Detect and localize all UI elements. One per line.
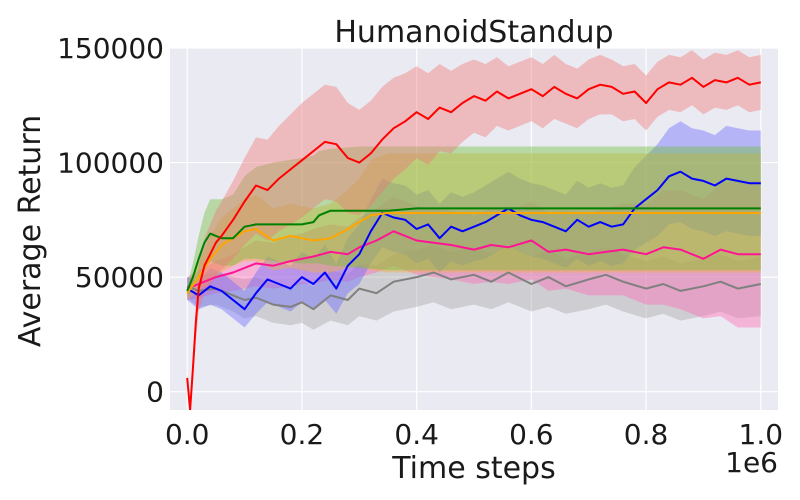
y-tick-labels: 0 50000 100000 150000: [57, 32, 164, 409]
series-line-4: [186, 212, 761, 294]
series-lines: [186, 76, 761, 410]
x-tick-labels: 0.0 0.2 0.4 0.6 0.8 1.0: [165, 418, 783, 451]
chart-title: HumanoidStandup: [334, 15, 613, 50]
x-tick-label: 1.0: [739, 418, 784, 451]
y-tick-label: 150000: [57, 32, 164, 65]
x-axis-label: Time steps: [391, 451, 555, 486]
y-axis-label: Average Return: [13, 115, 48, 347]
x-tick-label: 0.2: [280, 418, 325, 451]
series-band-1: [187, 245, 761, 330]
series-line-2: [186, 230, 761, 290]
x-tick-label: 0.8: [624, 418, 669, 451]
y-tick-label: 100000: [57, 147, 164, 180]
y-tick-label: 0: [146, 376, 164, 409]
series-line-3: [186, 170, 761, 311]
series-band-6: [187, 50, 761, 410]
x-tick-label: 0.6: [509, 418, 554, 451]
x-tick-label: 0.4: [394, 418, 439, 451]
x-tick-label: 0.0: [165, 418, 210, 451]
plot-area: [170, 48, 778, 410]
series-band-3: [187, 121, 761, 328]
series-line-1: [186, 271, 761, 311]
series-line-6: [186, 76, 761, 410]
series-band-2: [187, 180, 761, 328]
series-band-5: [187, 146, 761, 296]
y-tick-label: 50000: [75, 261, 164, 294]
x-axis-offset-label: 1e6: [725, 446, 778, 479]
series-line-5: [186, 207, 761, 292]
